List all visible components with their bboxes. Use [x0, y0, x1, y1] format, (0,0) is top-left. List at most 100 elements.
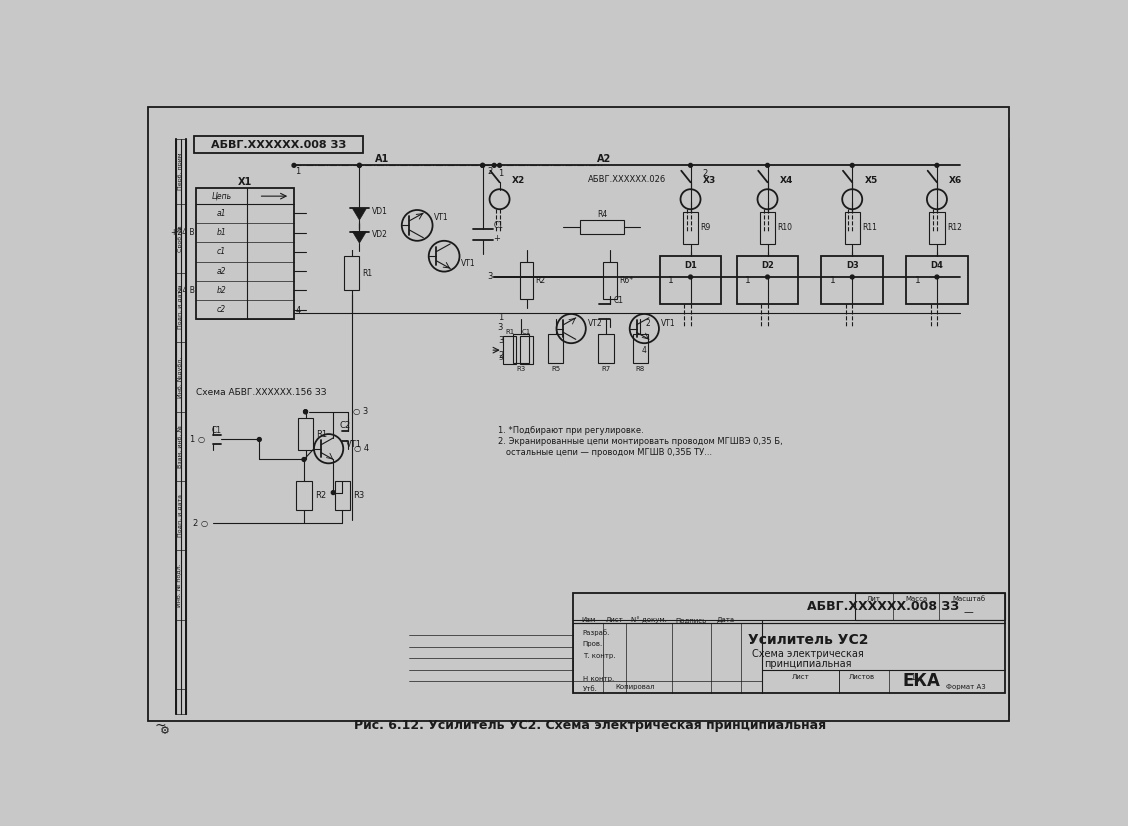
- Circle shape: [688, 275, 693, 279]
- Circle shape: [358, 164, 361, 167]
- Text: R9: R9: [700, 223, 711, 232]
- Text: Подпись: Подпись: [676, 617, 707, 623]
- Text: ○ 3: ○ 3: [353, 407, 369, 416]
- Bar: [513, 334, 529, 363]
- Text: Лист: Лист: [792, 674, 810, 681]
- Text: Лит: Лит: [866, 596, 881, 602]
- Text: 1: 1: [915, 276, 920, 285]
- Circle shape: [766, 275, 769, 279]
- Text: VD1: VD1: [372, 207, 388, 216]
- Text: c2: c2: [217, 306, 227, 314]
- Bar: [845, 211, 860, 244]
- Text: 2: 2: [487, 167, 493, 176]
- Text: Схема электрическая: Схема электрическая: [752, 649, 864, 659]
- Bar: [906, 256, 968, 304]
- Text: Лист: Лист: [606, 617, 623, 623]
- Text: N° докум.: N° докум.: [631, 616, 667, 623]
- Text: C1: C1: [212, 426, 222, 435]
- Bar: [335, 481, 350, 510]
- Text: R5: R5: [552, 366, 561, 372]
- Bar: [602, 263, 617, 299]
- Text: 2: 2: [703, 169, 707, 178]
- Text: Сроб. №: Сроб. №: [177, 225, 183, 252]
- Text: X1: X1: [238, 178, 253, 188]
- Text: 1: 1: [909, 673, 915, 682]
- Circle shape: [481, 164, 485, 167]
- Text: 1. *Подбирают при регулировке.: 1. *Подбирают при регулировке.: [499, 426, 644, 435]
- Text: VT2: VT2: [588, 320, 602, 329]
- Text: R2: R2: [315, 491, 326, 501]
- Text: 1: 1: [830, 276, 836, 285]
- Text: D3: D3: [846, 261, 858, 270]
- Bar: [186, 146, 1006, 708]
- Text: b2: b2: [217, 286, 227, 295]
- Text: 2. Экранированные цепи монтировать проводом МГШВЭ 0,35 Б,: 2. Экранированные цепи монтировать прово…: [499, 437, 783, 446]
- Text: VT1: VT1: [434, 213, 449, 222]
- Text: -24 B: -24 B: [175, 286, 195, 295]
- Bar: [660, 256, 721, 304]
- Text: Инб. № подл.: Инб. № подл.: [177, 563, 183, 607]
- Text: R7: R7: [601, 366, 610, 372]
- Text: ЕКА: ЕКА: [904, 672, 941, 691]
- Circle shape: [257, 438, 262, 441]
- Bar: [503, 336, 517, 364]
- Text: Т. контр.: Т. контр.: [583, 653, 615, 659]
- Text: X3: X3: [703, 176, 716, 185]
- Text: a1: a1: [217, 209, 227, 218]
- Text: b1: b1: [217, 228, 227, 237]
- Text: Утб.: Утб.: [583, 686, 598, 692]
- Text: VT1: VT1: [345, 440, 362, 449]
- Text: D1: D1: [684, 261, 697, 270]
- Text: R6*: R6*: [619, 277, 633, 285]
- Circle shape: [935, 164, 938, 167]
- Text: X4: X4: [779, 176, 793, 185]
- Text: R1: R1: [505, 329, 514, 335]
- Text: VD2: VD2: [372, 230, 388, 240]
- Text: R1: R1: [316, 430, 327, 439]
- Text: 4: 4: [296, 306, 300, 315]
- Bar: [821, 256, 883, 304]
- Text: Взам. инб. №: Взам. инб. №: [177, 425, 183, 468]
- Circle shape: [302, 458, 306, 462]
- Bar: [581, 220, 624, 234]
- Text: Дата: Дата: [717, 616, 735, 623]
- Text: R8: R8: [636, 366, 645, 372]
- Text: АБВГ.XXXXXX.026: АБВГ.XXXXXX.026: [588, 175, 667, 183]
- Bar: [297, 481, 311, 510]
- Text: A1: A1: [376, 154, 389, 164]
- Text: 1: 1: [669, 276, 675, 285]
- Bar: [494, 165, 714, 369]
- Text: Масштаб: Масштаб: [952, 596, 985, 602]
- Text: D4: D4: [931, 261, 943, 270]
- Text: —: —: [963, 607, 973, 617]
- Bar: [520, 336, 534, 364]
- Text: Подп. и дата: Подп. и дата: [177, 287, 183, 330]
- Text: 2 ○: 2 ○: [193, 519, 208, 528]
- Text: 1: 1: [497, 169, 503, 178]
- Text: 2: 2: [646, 319, 651, 328]
- Text: Рис. 6.12. Усилитель УС2. Схема электрическая принципиальная: Рис. 6.12. Усилитель УС2. Схема электрич…: [354, 719, 827, 733]
- Circle shape: [481, 164, 485, 167]
- Text: C1: C1: [493, 221, 503, 230]
- Text: Подп. и дата: Подп. и дата: [177, 494, 183, 537]
- Circle shape: [688, 164, 693, 167]
- Text: АБВГ.XXXXXX.008 ЗЗ: АБВГ.XXXXXX.008 ЗЗ: [211, 140, 346, 150]
- Text: X6: X6: [950, 176, 962, 185]
- Text: 1 ○: 1 ○: [191, 435, 205, 444]
- Circle shape: [497, 164, 502, 167]
- Bar: [294, 165, 494, 320]
- Text: Формат А3: Формат А3: [946, 684, 986, 690]
- Text: a2: a2: [217, 267, 227, 276]
- Text: 1: 1: [296, 167, 300, 176]
- Text: Усилитель УС2: Усилитель УС2: [748, 634, 869, 648]
- Text: 1: 1: [746, 276, 751, 285]
- Bar: [598, 334, 614, 363]
- Text: 2: 2: [499, 351, 503, 360]
- Text: C1: C1: [522, 329, 531, 335]
- Text: Инб. №дубл.: Инб. №дубл.: [177, 357, 183, 397]
- Text: ~: ~: [155, 719, 167, 733]
- Text: остальные цепи — проводом МГШВ 0,35Б ТУ...: остальные цепи — проводом МГШВ 0,35Б ТУ.…: [499, 448, 712, 457]
- Text: R11: R11: [862, 223, 878, 232]
- Text: Изм: Изм: [581, 617, 596, 623]
- Circle shape: [935, 275, 938, 279]
